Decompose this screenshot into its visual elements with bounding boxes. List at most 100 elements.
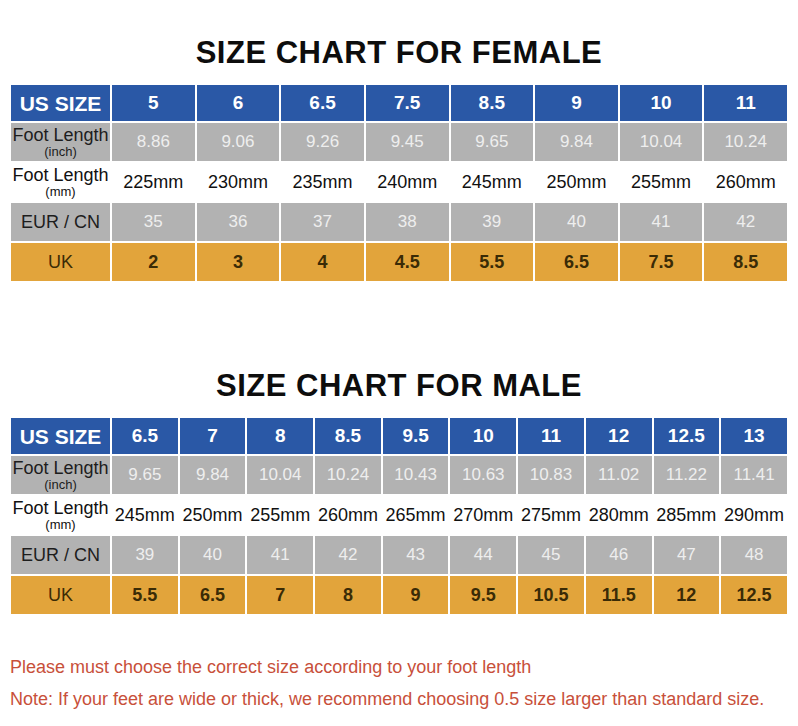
size-cell: 250mm — [534, 162, 619, 202]
size-cell: 8.5 — [314, 417, 382, 455]
table-row-us: US SIZE6.5788.59.510111212.513 — [10, 417, 788, 455]
size-cell: 11.22 — [653, 455, 721, 495]
size-cell: 11.02 — [585, 455, 653, 495]
size-cell: 250mm — [179, 495, 247, 535]
size-cell: 35 — [111, 202, 196, 242]
size-cell: 9.06 — [196, 122, 281, 162]
table-row-uk: UK5.56.57899.510.511.51212.5 — [10, 575, 788, 615]
size-cell: 10.5 — [517, 575, 585, 615]
size-cell: 40 — [179, 535, 247, 575]
row-label-inch: Foot Length(inch) — [10, 455, 111, 495]
size-cell: 7 — [246, 575, 314, 615]
size-cell: 43 — [382, 535, 450, 575]
size-cell: 41 — [619, 202, 704, 242]
size-cell: 290mm — [720, 495, 788, 535]
size-cell: 285mm — [653, 495, 721, 535]
table-row-us: US SIZE566.57.58.591011 — [10, 84, 788, 122]
size-cell: 6.5 — [534, 242, 619, 282]
size-cell: 7 — [179, 417, 247, 455]
row-sublabel-text: (inch) — [11, 145, 110, 159]
row-label-mm: Foot Length(mm) — [10, 495, 111, 535]
size-cell: 6.5 — [179, 575, 247, 615]
size-cell: 47 — [653, 535, 721, 575]
size-cell: 44 — [449, 535, 517, 575]
table-row-uk: UK2344.55.56.57.58.5 — [10, 242, 788, 282]
size-cell: 37 — [280, 202, 365, 242]
row-label-text: UK — [11, 586, 110, 605]
size-cell: 10.83 — [517, 455, 585, 495]
size-cell: 2 — [111, 242, 196, 282]
male-chart-title: SIZE CHART FOR MALE — [0, 369, 798, 403]
row-label-mm: Foot Length(mm) — [10, 162, 111, 202]
size-cell: 11 — [517, 417, 585, 455]
row-label-uk: UK — [10, 575, 111, 615]
size-cell: 6 — [196, 84, 281, 122]
size-cell: 8 — [314, 575, 382, 615]
size-cell: 36 — [196, 202, 281, 242]
size-chart-page: SIZE CHART FOR FEMALE US SIZE566.57.58.5… — [0, 0, 798, 726]
size-note-line2: Note: If your feet are wide or thick, we… — [10, 689, 798, 710]
size-cell: 280mm — [585, 495, 653, 535]
size-cell: 260mm — [703, 162, 788, 202]
size-cell: 39 — [111, 535, 179, 575]
size-note-line1: Please must choose the correct size acco… — [10, 657, 798, 678]
size-cell: 12 — [653, 575, 721, 615]
size-cell: 10.43 — [382, 455, 450, 495]
table-row-mm: Foot Length(mm)225mm230mm235mm240mm245mm… — [10, 162, 788, 202]
table-row-eur: EUR / CN3536373839404142 — [10, 202, 788, 242]
size-cell: 10.24 — [314, 455, 382, 495]
size-cell: 48 — [720, 535, 788, 575]
size-cell: 42 — [703, 202, 788, 242]
size-cell: 12.5 — [720, 575, 788, 615]
size-cell: 11 — [703, 84, 788, 122]
size-cell: 4 — [280, 242, 365, 282]
row-label-inch: Foot Length(inch) — [10, 122, 111, 162]
row-label-text: Foot Length — [11, 166, 110, 185]
size-cell: 11.5 — [585, 575, 653, 615]
size-cell: 39 — [450, 202, 535, 242]
size-cell: 230mm — [196, 162, 281, 202]
size-cell: 235mm — [280, 162, 365, 202]
row-label-text: Foot Length — [11, 459, 110, 478]
row-label-text: Foot Length — [11, 499, 110, 518]
size-cell: 9.45 — [365, 122, 450, 162]
size-cell: 9.84 — [179, 455, 247, 495]
size-cell: 245mm — [450, 162, 535, 202]
row-label-text: Foot Length — [11, 126, 110, 145]
size-cell: 265mm — [382, 495, 450, 535]
size-cell: 240mm — [365, 162, 450, 202]
size-cell: 8 — [246, 417, 314, 455]
size-cell: 9.5 — [382, 417, 450, 455]
size-cell: 38 — [365, 202, 450, 242]
size-cell: 9.65 — [111, 455, 179, 495]
size-cell: 40 — [534, 202, 619, 242]
size-cell: 12 — [585, 417, 653, 455]
row-sublabel-text: (mm) — [11, 518, 110, 532]
table-row-inch: Foot Length(inch)8.869.069.269.459.659.8… — [10, 122, 788, 162]
size-cell: 255mm — [619, 162, 704, 202]
size-cell: 8.5 — [703, 242, 788, 282]
size-cell: 9 — [382, 575, 450, 615]
table-row-inch: Foot Length(inch)9.659.8410.0410.2410.43… — [10, 455, 788, 495]
table-row-eur: EUR / CN39404142434445464748 — [10, 535, 788, 575]
size-cell: 11.41 — [720, 455, 788, 495]
size-cell: 9.26 — [280, 122, 365, 162]
female-chart-title: SIZE CHART FOR FEMALE — [0, 36, 798, 70]
size-cell: 42 — [314, 535, 382, 575]
size-cell: 10.63 — [449, 455, 517, 495]
size-cell: 6.5 — [280, 84, 365, 122]
female-size-table: US SIZE566.57.58.591011Foot Length(inch)… — [9, 83, 789, 283]
size-cell: 12.5 — [653, 417, 721, 455]
size-cell: 8.5 — [450, 84, 535, 122]
size-cell: 9.5 — [449, 575, 517, 615]
row-label-text: UK — [11, 253, 110, 272]
row-label-text: EUR / CN — [11, 213, 110, 232]
size-cell: 225mm — [111, 162, 196, 202]
row-label-us: US SIZE — [10, 84, 111, 122]
size-cell: 270mm — [449, 495, 517, 535]
size-cell: 10.04 — [619, 122, 704, 162]
size-cell: 46 — [585, 535, 653, 575]
size-cell: 5.5 — [111, 575, 179, 615]
row-label-text: US SIZE — [11, 94, 110, 113]
row-sublabel-text: (mm) — [11, 185, 110, 199]
